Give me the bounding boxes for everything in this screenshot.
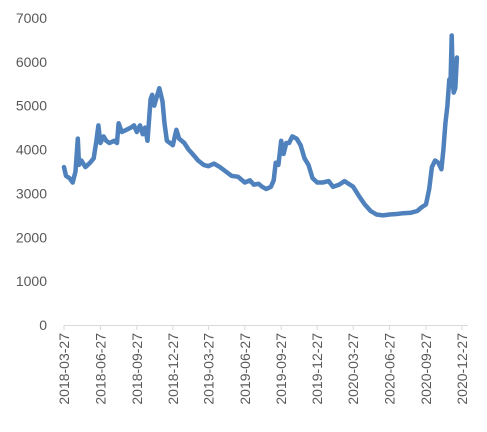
y-tick-label: 1000 [16, 273, 47, 289]
x-tick-label: 2020-03-27 [345, 333, 361, 405]
y-tick-label: 3000 [16, 185, 47, 201]
x-tick-label: 2018-06-27 [92, 333, 108, 405]
x-tick-label: 2018-09-27 [129, 333, 145, 405]
x-tick-label: 2020-06-27 [382, 333, 398, 405]
x-axis: 2018-03-27 2018-06-27 2018-09-27 2018-12-27… [56, 325, 470, 405]
x-tick-label: 2020-12-27 [454, 333, 470, 405]
y-tick-label: 7000 [16, 10, 47, 26]
y-tick-label: 0 [39, 317, 47, 333]
x-tick-label: 2019-09-27 [273, 333, 289, 405]
y-tick-label: 6000 [16, 54, 47, 70]
series-group [61, 33, 460, 218]
x-tick-label: 2019-03-27 [200, 333, 216, 405]
x-tick-label: 2018-12-27 [165, 333, 181, 405]
series-line [61, 33, 460, 218]
y-axis: 0 1000 2000 3000 4000 5000 6000 7000 [16, 10, 47, 333]
x-tick-label: 2018-03-27 [56, 333, 72, 405]
y-tick-label: 2000 [16, 229, 47, 245]
x-tick-label: 2019-06-27 [237, 333, 253, 405]
x-tick-label: 2019-12-27 [309, 333, 325, 405]
x-tick-label: 2020-09-27 [418, 333, 434, 405]
y-tick-label: 5000 [16, 98, 47, 114]
y-tick-label: 4000 [16, 142, 47, 158]
